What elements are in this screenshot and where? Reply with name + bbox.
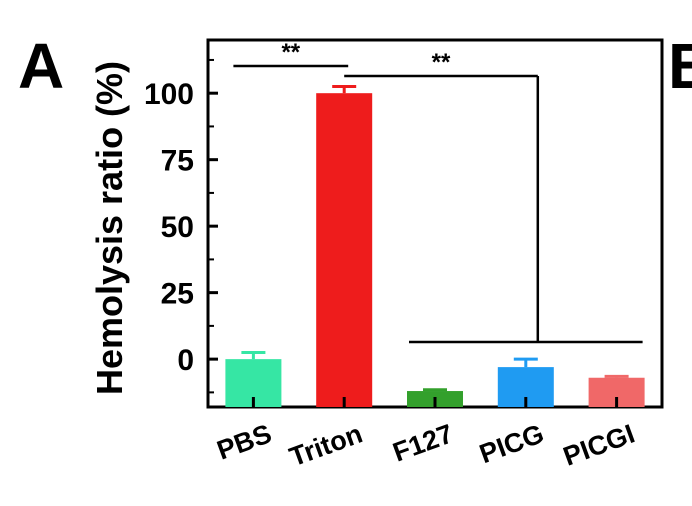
- y-tick-label-0: 0: [177, 344, 194, 377]
- bar-triton: [316, 93, 373, 407]
- significance-annotations: ** **: [233, 39, 643, 344]
- sig-label-pbs-triton: **: [281, 39, 300, 66]
- x-tick-label-pbs: PBS: [213, 418, 275, 465]
- plot-frame: [206, 38, 664, 409]
- sig-label-triton-group: **: [432, 49, 451, 76]
- y-tick-label-25: 25: [161, 278, 194, 311]
- bar-series: [225, 85, 645, 407]
- y-tick-label-75: 75: [161, 145, 194, 178]
- y-tick-label-50: 50: [161, 211, 194, 244]
- panel-label-b: B: [668, 30, 692, 102]
- y-tick-label-100: 100: [144, 78, 194, 111]
- y-axis-title: Hemolysis ratio (%): [89, 61, 130, 395]
- y-axis-ticks: 0 25 50 75 100: [144, 58, 218, 394]
- panel-label-a: A: [18, 30, 64, 102]
- x-tick-label-triton: Triton: [286, 418, 367, 472]
- x-tick-label-f127: F127: [389, 418, 457, 467]
- x-tick-label-picgi: PICGI: [559, 418, 638, 471]
- x-tick-label-picg: PICG: [476, 418, 548, 469]
